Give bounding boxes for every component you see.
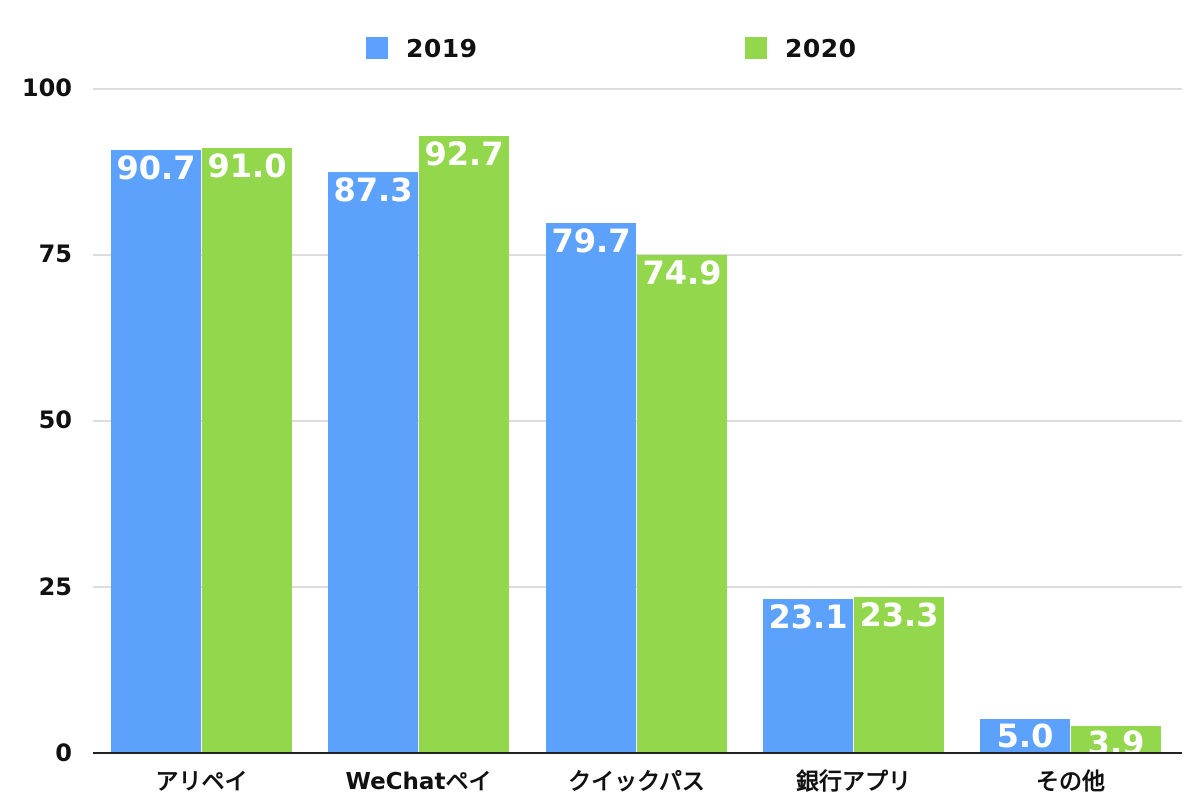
x-axis-label: その他 bbox=[1036, 769, 1105, 795]
x-axis-label: 銀行アプリ bbox=[796, 769, 911, 795]
bar-value-label: 3.9 bbox=[1087, 726, 1145, 752]
y-tick-50: 50 bbox=[38, 406, 72, 434]
y-tick-0: 0 bbox=[55, 739, 72, 767]
bar-2020: 3.9 bbox=[1071, 726, 1161, 752]
bar-value-label: 92.7 bbox=[424, 136, 504, 172]
gridline-100 bbox=[93, 88, 1182, 90]
bar-value-label: 87.3 bbox=[333, 172, 413, 208]
bar-value-label: 79.7 bbox=[551, 223, 631, 259]
bar-value-label: 23.1 bbox=[768, 599, 848, 635]
x-axis-label: クイックパス bbox=[568, 769, 705, 795]
plot-area: 90.7 91.0 87.3 92.7 79.7 74.9 23.1 23.3 5.0 3.9 bbox=[93, 88, 1182, 754]
bar-2019: 79.7 bbox=[546, 223, 636, 752]
bar-2019: 90.7 bbox=[111, 150, 201, 752]
bar-2019: 87.3 bbox=[328, 172, 418, 752]
legend-label: 2020 bbox=[785, 33, 857, 63]
bar-value-label: 5.0 bbox=[996, 719, 1054, 752]
bar-2020: 74.9 bbox=[637, 255, 727, 752]
x-axis-label: WeChatペイ bbox=[345, 769, 492, 795]
bar-2020: 92.7 bbox=[419, 136, 509, 752]
y-tick-25: 25 bbox=[38, 573, 72, 601]
x-axis-label: アリペイ bbox=[155, 769, 248, 795]
x-axis-line bbox=[93, 752, 1182, 754]
bar-value-label: 74.9 bbox=[642, 255, 722, 291]
bar-value-label: 91.0 bbox=[207, 148, 287, 184]
legend-swatch-2019 bbox=[366, 37, 388, 59]
bar-value-label: 23.3 bbox=[859, 597, 939, 633]
legend-label: 2019 bbox=[406, 33, 478, 63]
bar-2020: 91.0 bbox=[202, 148, 292, 752]
legend-item-2019: 2019 bbox=[366, 30, 478, 66]
y-tick-100: 100 bbox=[21, 74, 72, 102]
bar-2019: 5.0 bbox=[980, 719, 1070, 752]
bar-2019: 23.1 bbox=[763, 599, 853, 752]
bar-value-label: 90.7 bbox=[116, 150, 196, 186]
legend-swatch-2020 bbox=[745, 37, 767, 59]
legend-item-2020: 2020 bbox=[745, 30, 857, 66]
y-tick-75: 75 bbox=[38, 240, 72, 268]
chart-legend: 2019 2020 bbox=[0, 30, 1200, 66]
bar-2020: 23.3 bbox=[854, 597, 944, 752]
